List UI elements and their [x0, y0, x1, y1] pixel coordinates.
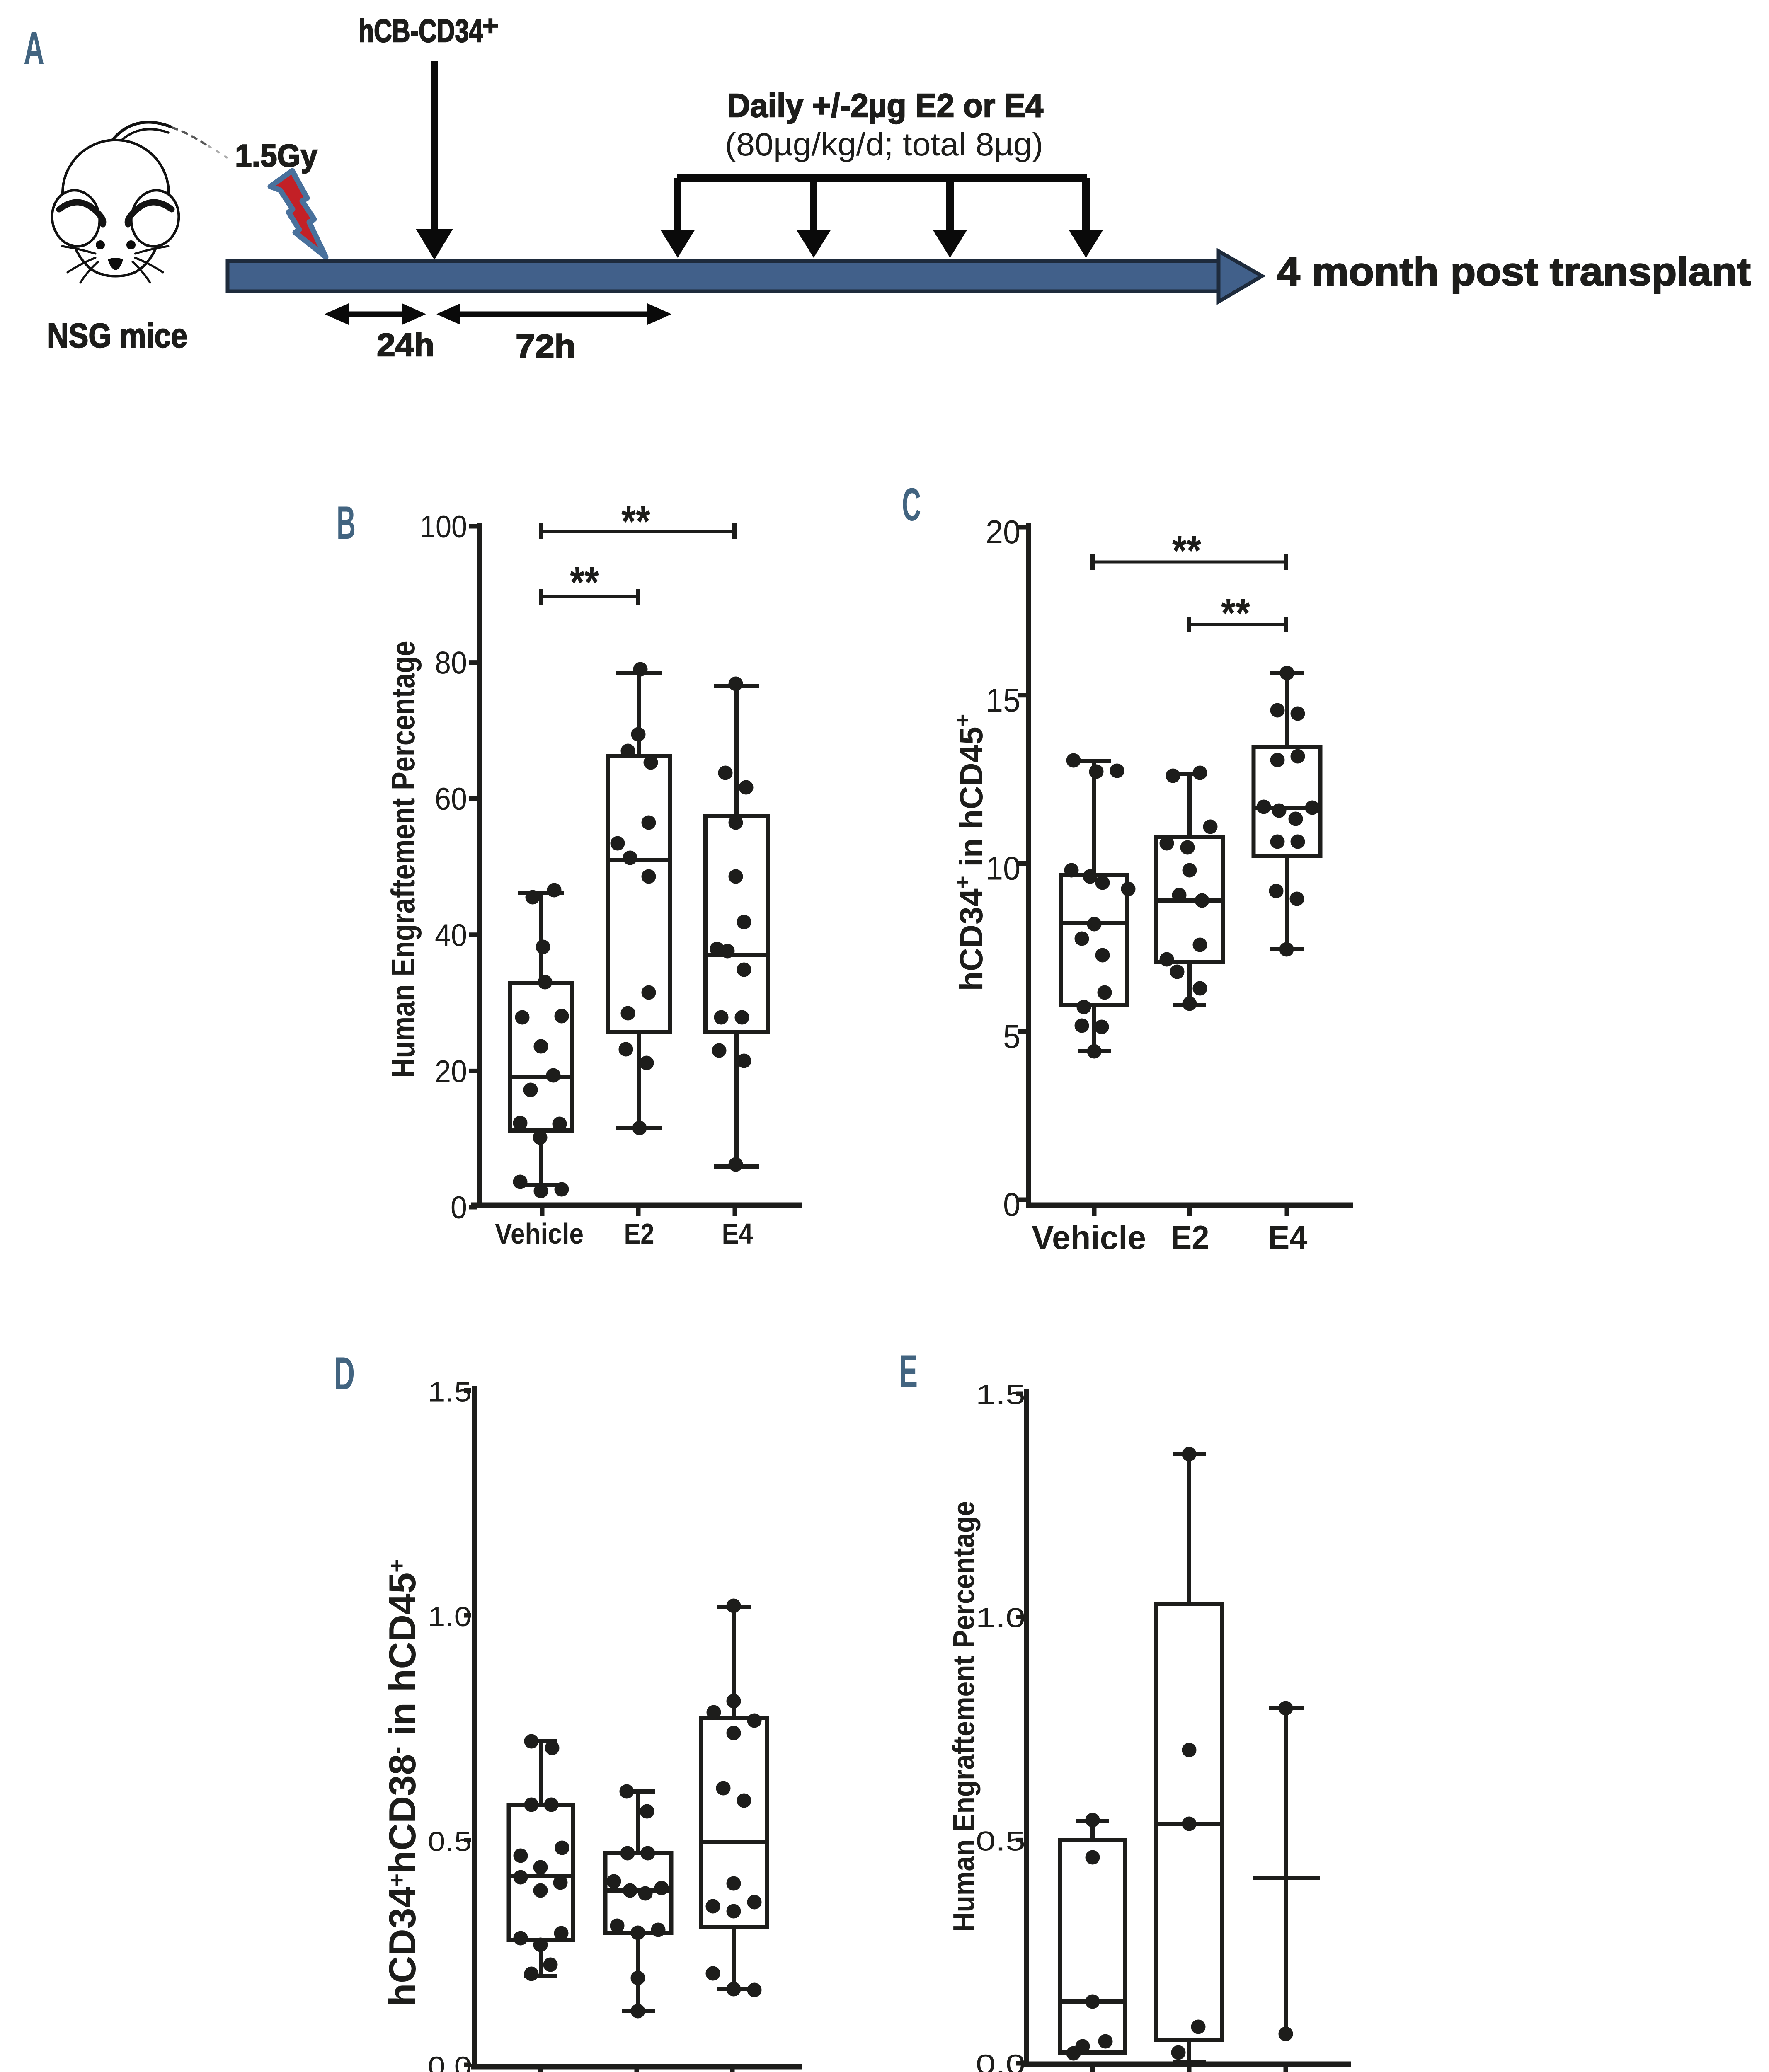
svg-text:40: 40 — [435, 918, 467, 953]
svg-text:20: 20 — [986, 513, 1020, 550]
svg-text:Vehicle: Vehicle — [1032, 1219, 1146, 1256]
svg-text:0.0: 0.0 — [428, 2051, 472, 2072]
svg-text:Human Engraftement Percentage: Human Engraftement Percentage — [948, 1501, 981, 1932]
svg-text:Daily +/-2µg E2 or E4: Daily +/-2µg E2 or E4 — [727, 87, 1043, 124]
svg-text:hCB-CD34: hCB-CD34 — [359, 12, 483, 49]
svg-text:E: E — [899, 1346, 918, 1397]
svg-text:Human Engraftement Percentage: Human Engraftement Percentage — [385, 641, 422, 1078]
svg-text:0: 0 — [451, 1190, 467, 1225]
svg-text:1.5: 1.5 — [976, 1379, 1025, 1410]
svg-text:15: 15 — [986, 682, 1020, 719]
svg-text:1.5Gy: 1.5Gy — [235, 138, 317, 174]
svg-text:**: ** — [570, 558, 599, 607]
svg-text:+: + — [482, 10, 499, 41]
svg-text:hCD34+ in hCD45+: hCD34+ in hCD45+ — [950, 714, 989, 991]
svg-text:NSG mice: NSG mice — [47, 316, 187, 355]
svg-text:1.0: 1.0 — [428, 1601, 472, 1632]
svg-text:0.5: 0.5 — [976, 1825, 1025, 1856]
svg-text:A: A — [24, 22, 44, 74]
svg-text:1.5: 1.5 — [428, 1377, 472, 1407]
svg-text:(80µg/kg/d; total 8µg): (80µg/kg/d; total 8µg) — [725, 126, 1043, 162]
svg-text:C: C — [902, 479, 921, 530]
svg-text:20: 20 — [435, 1054, 467, 1089]
svg-text:80: 80 — [435, 646, 467, 681]
svg-text:D: D — [334, 1348, 355, 1399]
svg-text:E4: E4 — [722, 1218, 753, 1250]
svg-text:72h: 72h — [516, 328, 576, 364]
svg-text:1.0: 1.0 — [976, 1602, 1025, 1633]
svg-text:**: ** — [1221, 590, 1250, 637]
svg-text:E2: E2 — [624, 1218, 654, 1250]
svg-text:0.5: 0.5 — [428, 1826, 472, 1857]
svg-text:5: 5 — [1003, 1018, 1020, 1055]
svg-text:**: ** — [1172, 528, 1201, 574]
svg-text:Vehicle: Vehicle — [495, 1218, 584, 1250]
svg-text:0.0: 0.0 — [976, 2049, 1025, 2072]
svg-text:60: 60 — [435, 782, 467, 817]
svg-text:4 month post transplant: 4 month post transplant — [1277, 249, 1751, 294]
svg-text:10: 10 — [986, 850, 1020, 887]
svg-text:24h: 24h — [377, 327, 434, 363]
svg-text:100: 100 — [420, 509, 467, 545]
svg-text:E4: E4 — [1268, 1219, 1308, 1256]
svg-text:B: B — [337, 497, 356, 549]
svg-text:E2: E2 — [1171, 1219, 1209, 1256]
svg-text:0: 0 — [1003, 1186, 1020, 1223]
svg-text:hCD34+hCD38- in hCD45+: hCD34+hCD38- in hCD45+ — [382, 1559, 424, 2007]
svg-text:**: ** — [621, 497, 650, 546]
